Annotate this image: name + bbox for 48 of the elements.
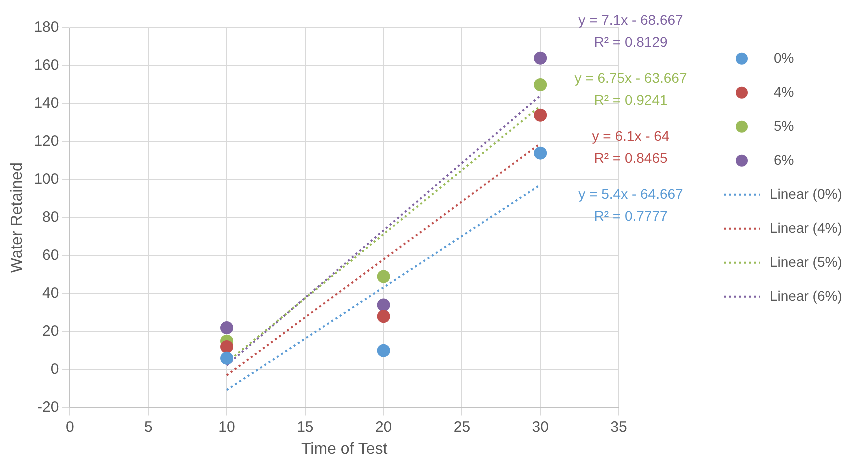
y-tick-label: 180 bbox=[34, 19, 60, 36]
point bbox=[534, 78, 548, 92]
x-tick-label: 10 bbox=[218, 418, 236, 436]
annotation: R² = 0.9241 bbox=[594, 92, 668, 108]
x-tick-label: 0 bbox=[66, 418, 74, 436]
legend-label: 5% bbox=[774, 118, 794, 134]
point bbox=[377, 270, 390, 284]
x-axis-title: Time of Test bbox=[301, 440, 388, 458]
point bbox=[377, 298, 390, 312]
x-tick-label: 35 bbox=[610, 418, 628, 436]
y-tick-label: 140 bbox=[34, 95, 60, 112]
y-tick-label: 40 bbox=[42, 285, 60, 302]
legend-label: Linear (5%) bbox=[770, 254, 842, 270]
legend-label: Linear (6%) bbox=[770, 288, 842, 304]
point bbox=[534, 146, 548, 160]
point bbox=[220, 352, 234, 365]
point bbox=[220, 340, 234, 354]
point bbox=[377, 344, 390, 358]
legend-label: 6% bbox=[774, 152, 794, 168]
point bbox=[220, 322, 234, 335]
y-tick-label: -20 bbox=[38, 398, 60, 416]
y-tick-label: 20 bbox=[42, 322, 60, 340]
y-tick-label: 80 bbox=[42, 209, 60, 226]
x-tick-label: 5 bbox=[144, 418, 153, 436]
legend-label: Linear (4%) bbox=[770, 220, 842, 236]
annotation: y = 6.75x - 63.667 bbox=[574, 70, 688, 86]
annotation: y = 5.4x - 64.667 bbox=[578, 186, 684, 202]
x-tick-label: 25 bbox=[454, 418, 471, 436]
x-tick-label: 15 bbox=[297, 418, 314, 436]
legend-label: 0% bbox=[774, 50, 794, 66]
y-tick-label: 160 bbox=[34, 57, 60, 74]
point bbox=[534, 108, 548, 122]
annotation: R² = 0.7777 bbox=[594, 208, 668, 224]
y-tick-label: 60 bbox=[42, 247, 60, 264]
y-tick-label: 100 bbox=[34, 171, 60, 188]
legend-label: 4% bbox=[774, 84, 794, 100]
legend-label: Linear (0%) bbox=[770, 186, 842, 202]
text: y = 7.1x - 68.667 bbox=[578, 12, 684, 28]
point bbox=[534, 52, 548, 65]
annotation: R² = 0.8465 bbox=[594, 150, 668, 166]
y-tick-label: 0 bbox=[50, 360, 60, 378]
x-tick-label: 20 bbox=[375, 418, 392, 436]
x-tick-label: 30 bbox=[532, 418, 549, 436]
point bbox=[377, 310, 390, 324]
y-tick-label: 120 bbox=[34, 133, 60, 150]
y-axis-title: Water Retained bbox=[9, 162, 26, 274]
annotation: R² = 0.8129 bbox=[594, 34, 668, 50]
annotation: y = 6.1x - 64 bbox=[592, 128, 670, 144]
